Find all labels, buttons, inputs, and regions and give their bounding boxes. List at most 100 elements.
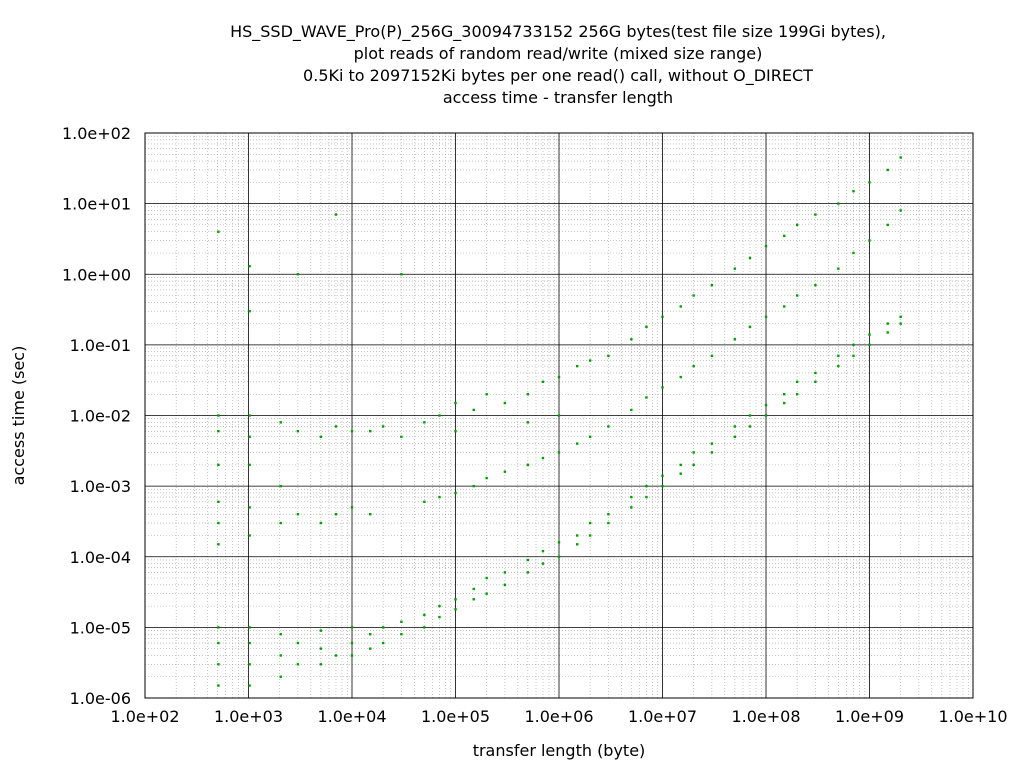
chart-title-line: plot reads of random read/write (mixed s… [354, 44, 763, 63]
x-tick-label: 1.0e+05 [421, 707, 490, 726]
data-point [381, 626, 385, 629]
data-point [369, 647, 372, 650]
data-point [886, 223, 889, 227]
x-tick-label: 1.0e+06 [524, 707, 593, 726]
data-point [692, 294, 695, 297]
y-tick-label: 1.0e-05 [70, 618, 131, 637]
data-point [837, 202, 840, 205]
data-point [400, 273, 403, 276]
chart-title-line: access time - transfer length [443, 88, 673, 107]
data-point [400, 435, 403, 438]
data-point [852, 354, 855, 358]
data-point [350, 626, 354, 629]
data-point [423, 421, 426, 424]
data-point [645, 325, 648, 329]
data-point [472, 587, 475, 591]
data-point [369, 633, 372, 636]
data-point [248, 663, 251, 666]
data-point [710, 283, 714, 287]
data-point [296, 273, 300, 276]
data-point [868, 239, 871, 242]
data-point [748, 414, 752, 417]
data-point [438, 615, 441, 619]
data-point [381, 641, 385, 645]
data-point [319, 435, 323, 438]
data-point [710, 451, 714, 454]
data-point [837, 364, 840, 368]
data-point [423, 613, 426, 617]
data-point [485, 576, 488, 580]
data-point [503, 583, 507, 587]
data-point [679, 305, 682, 308]
data-point [814, 283, 817, 287]
data-point [319, 521, 323, 525]
data-point [438, 495, 441, 499]
data-point [438, 414, 441, 417]
data-point [679, 375, 682, 379]
data-point [217, 500, 220, 503]
data-point [472, 598, 475, 601]
data-point [588, 435, 592, 438]
data-point [557, 541, 561, 544]
data-point [350, 641, 354, 645]
data-point [661, 315, 664, 318]
data-point [886, 331, 889, 334]
data-point [217, 230, 220, 233]
data-point [248, 265, 251, 268]
data-point [576, 534, 579, 537]
x-tick-label: 1.0e+10 [938, 707, 1007, 726]
data-point [783, 305, 786, 308]
data-point [503, 401, 507, 405]
chart-title-line: HS_SSD_WAVE_Pro(P)_256G_30094733152 256G… [230, 22, 886, 42]
data-point [296, 641, 300, 645]
data-point [814, 371, 817, 375]
data-point [710, 442, 714, 445]
data-point [661, 386, 664, 389]
data-point [454, 401, 457, 405]
data-point [764, 244, 768, 248]
data-point [795, 223, 799, 227]
data-point [350, 506, 354, 509]
y-tick-label: 1.0e-02 [70, 407, 131, 426]
y-tick-labels: 1.0e-06 1.0e-05 1.0e-04 1.0e-03 1.0e-02 1.0e-… [62, 124, 131, 708]
data-point [630, 506, 633, 509]
data-point [899, 315, 902, 318]
data-point [526, 571, 530, 574]
data-point [645, 396, 648, 399]
data-point [733, 435, 737, 438]
chart-title: HS_SSD_WAVE_Pro(P)_256G_30094733152 256G… [230, 22, 886, 107]
data-point [296, 663, 300, 666]
data-point [319, 647, 323, 650]
data-point [795, 380, 799, 384]
data-point [645, 495, 648, 499]
data-point [334, 654, 338, 657]
data-point [526, 393, 530, 396]
data-point [886, 322, 889, 325]
data-point [334, 513, 338, 516]
x-axis-label: transfer length (byte) [473, 741, 646, 760]
data-point [279, 521, 282, 525]
data-point [279, 633, 282, 636]
data-point [837, 267, 840, 270]
data-point [217, 641, 220, 645]
y-tick-label: 1.0e+01 [62, 195, 131, 214]
x-tick-label: 1.0e+04 [317, 707, 386, 726]
data-point [868, 343, 871, 347]
data-point [217, 429, 220, 433]
data-point [795, 294, 799, 297]
data-point [541, 549, 545, 553]
data-point [369, 429, 372, 433]
data-point [783, 234, 786, 238]
data-point [710, 354, 714, 358]
data-point [764, 414, 768, 417]
data-points [217, 156, 902, 687]
data-point [248, 534, 251, 537]
data-point [814, 380, 817, 384]
data-point [541, 562, 545, 565]
data-point [503, 571, 507, 574]
data-point [837, 354, 840, 358]
data-point [733, 425, 737, 428]
data-point [679, 463, 682, 467]
data-point [899, 322, 902, 325]
